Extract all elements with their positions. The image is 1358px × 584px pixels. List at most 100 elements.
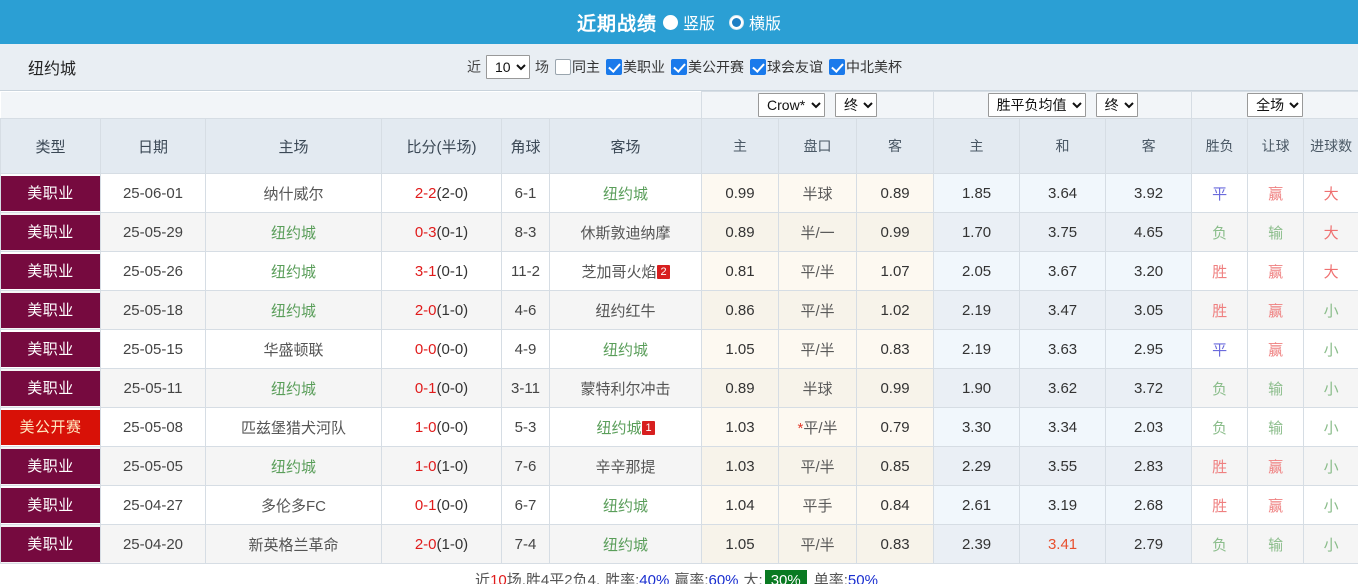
checkbox-same-home-icon[interactable] [555,59,571,75]
table-row[interactable]: 美职业 25-04-27 多伦多FC 0-1(0-0) 6-7 纽约城 1.04 平手 0.84… [0,485,1358,525]
cell-away-team[interactable]: 纽约城 [548,173,703,213]
away-team-name[interactable]: 蒙特利尔冲击 [580,380,671,398]
cell-home-team[interactable]: 纽约城 [205,368,382,408]
view-toggle-vertical[interactable]: 竖版 [662,10,715,34]
filter-league-2[interactable]: 球会友谊 [750,57,823,77]
filter-league-3[interactable]: 中北美杯 [829,57,902,77]
home-team-name[interactable]: 华盛顿联 [263,341,324,359]
match-date: 25-04-20 [122,535,184,553]
cell-away-team[interactable]: 纽约城 [548,485,703,525]
home-team-name[interactable]: 纽约城 [270,224,316,242]
cell-score[interactable]: 1-0(1-0) [381,446,502,486]
away-team-name[interactable]: 芝加哥火焰 [581,263,657,281]
away-team-name[interactable]: 辛辛那提 [595,458,656,476]
cell-score[interactable]: 0-3(0-1) [381,212,502,252]
cell-score[interactable]: 0-1(0-0) [381,485,502,525]
home-team-name[interactable]: 纳什威尔 [263,185,324,203]
ying-rate-label: 赢率: [674,571,709,584]
home-team-name[interactable]: 匹兹堡猎犬河队 [240,419,346,437]
filter-league-1[interactable]: 美公开赛 [671,57,744,77]
cell-away-team[interactable]: 纽约城 [548,524,703,564]
home-team-name[interactable]: 纽约城 [270,380,316,398]
cell-away-team[interactable]: 纽约城 1 [548,407,703,447]
cell-corner: 4-9 [501,329,550,369]
asia-stage-select[interactable]: 终 [835,93,878,117]
table-row[interactable]: 美职业 25-05-18 纽约城 2-0(1-0) 4-6 纽约红牛 0.86 平/半 1.02… [0,290,1358,330]
table-row[interactable]: 美职业 25-05-11 纽约城 0-1(0-0) 3-11 蒙特利尔冲击 0.89 半球 0.… [0,368,1358,408]
cell-home-team[interactable]: 新英格兰革命 [205,524,382,564]
home-team-name[interactable]: 纽约城 [270,263,316,281]
cell-euro-away-odds: 3.05 [1105,290,1193,330]
cell-score[interactable]: 3-1(0-1) [381,251,502,291]
cell-score[interactable]: 1-0(0-0) [381,407,502,447]
cell-home-team[interactable]: 纽约城 [205,212,382,252]
away-team-name[interactable]: 纽约城 [603,185,649,203]
cell-away-team[interactable]: 蒙特利尔冲击 [548,368,703,408]
euro-stage-select[interactable]: 终 [1095,93,1138,117]
home-team-name[interactable]: 多伦多FC [261,497,326,515]
cell-result-goals: 小 [1303,446,1358,486]
cell-home-team[interactable]: 华盛顿联 [205,329,382,369]
home-team-name[interactable]: 纽约城 [270,302,316,320]
table-row[interactable]: 美职业 25-05-26 纽约城 3-1(0-1) 11-2 芝加哥火焰 2 0.81 平/半 1… [0,251,1358,291]
cell-asia-handicap: 半/一 [778,212,858,252]
cell-corner: 6-1 [501,173,550,213]
cell-away-team[interactable]: 辛辛那提 [548,446,703,486]
checkbox-league-1-icon[interactable] [671,59,687,75]
table-row[interactable]: 美职业 25-05-29 纽约城 0-3(0-1) 8-3 休斯敦迪纳摩 0.89 半/一 0.… [0,212,1358,252]
cell-away-team[interactable]: 纽约红牛 [548,290,703,330]
table-row[interactable]: 美职业 25-05-15 华盛顿联 0-0(0-0) 4-9 纽约城 1.05 平/半 0.83… [0,329,1358,369]
away-team-name[interactable]: 纽约城 [596,419,642,437]
page-title: 近期战绩 [576,13,657,35]
cell-score[interactable]: 2-2(2-0) [381,173,502,213]
cell-home-team[interactable]: 纽约城 [205,251,382,291]
table-row[interactable]: 美职业 25-04-20 新英格兰革命 2-0(1-0) 7-4 纽约城 1.05 平/半 0.… [0,524,1358,564]
home-team-name[interactable]: 纽约城 [270,458,316,476]
home-team-name[interactable]: 新英格兰革命 [248,536,339,554]
checkbox-league-0-icon[interactable] [606,59,622,75]
table-row[interactable]: 美职业 25-06-01 纳什威尔 2-2(2-0) 6-1 纽约城 0.99 半球 0.89 1… [0,173,1358,213]
cell-away-team[interactable]: 芝加哥火焰 2 [548,251,703,291]
cell-euro-home-odds: 3.30 [933,407,1021,447]
current-team-name: 纽约城 [28,61,77,78]
cell-home-team[interactable]: 多伦多FC [205,485,382,525]
checkbox-league-3-icon[interactable] [829,59,845,75]
cell-euro-away-odds: 2.95 [1105,329,1193,369]
cell-score[interactable]: 0-1(0-0) [381,368,502,408]
away-team-name[interactable]: 休斯敦迪纳摩 [580,224,671,242]
checkbox-league-2-icon[interactable] [750,59,766,75]
cell-home-team[interactable]: 匹兹堡猎犬河队 [205,407,382,447]
euro-selectors-cell: 胜平负均值 终 [933,91,1193,119]
col-header-asia-home: 主 [701,118,780,174]
summary-text: 近10场,胜4平2负4, [475,569,600,584]
radio-horizontal-icon[interactable] [729,14,744,30]
cell-away-team[interactable]: 休斯敦迪纳摩 [548,212,703,252]
table-row[interactable]: 美公开赛 25-05-08 匹兹堡猎犬河队 1-0(0-0) 5-3 纽约城 1 1.03 *平… [0,407,1358,447]
match-count-select[interactable]: 10 [486,55,530,79]
euro-type-select[interactable]: 胜平负均值 [987,93,1086,117]
radio-vertical-icon[interactable] [662,14,678,30]
header-row: 类型 日期 主场 比分(半场) 角球 客场 主 盘口 客 主 和 客 胜负 让球… [0,118,1358,174]
cell-result-goals: 小 [1303,329,1358,369]
cell-score[interactable]: 0-0(0-0) [381,329,502,369]
result-handicap: 赢 [1268,302,1284,320]
view-toggle-horizontal[interactable]: 横版 [729,10,781,34]
result-win-lose: 负 [1212,380,1228,398]
away-team-name[interactable]: 纽约城 [603,536,649,554]
filter-same-home[interactable]: 同主 [555,57,600,77]
away-team-name[interactable]: 纽约红牛 [595,302,656,320]
filter-league-0[interactable]: 美职业 [606,57,665,77]
cell-score[interactable]: 2-0(1-0) [381,524,502,564]
odds-company-select[interactable]: Crow* [758,93,826,117]
away-team-name[interactable]: 纽约城 [603,341,649,359]
cell-home-team[interactable]: 纳什威尔 [205,173,382,213]
table-row[interactable]: 美职业 25-05-05 纽约城 1-0(1-0) 7-6 辛辛那提 1.03 平/半 0.85… [0,446,1358,486]
cell-home-team[interactable]: 纽约城 [205,290,382,330]
scope-select[interactable]: 全场 [1247,93,1304,117]
away-team-name[interactable]: 纽约城 [603,497,649,515]
cell-away-team[interactable]: 纽约城 [548,329,703,369]
cell-home-team[interactable]: 纽约城 [205,446,382,486]
cell-score[interactable]: 2-0(1-0) [381,290,502,330]
result-goals: 小 [1323,419,1339,437]
match-date: 25-05-15 [122,340,184,358]
